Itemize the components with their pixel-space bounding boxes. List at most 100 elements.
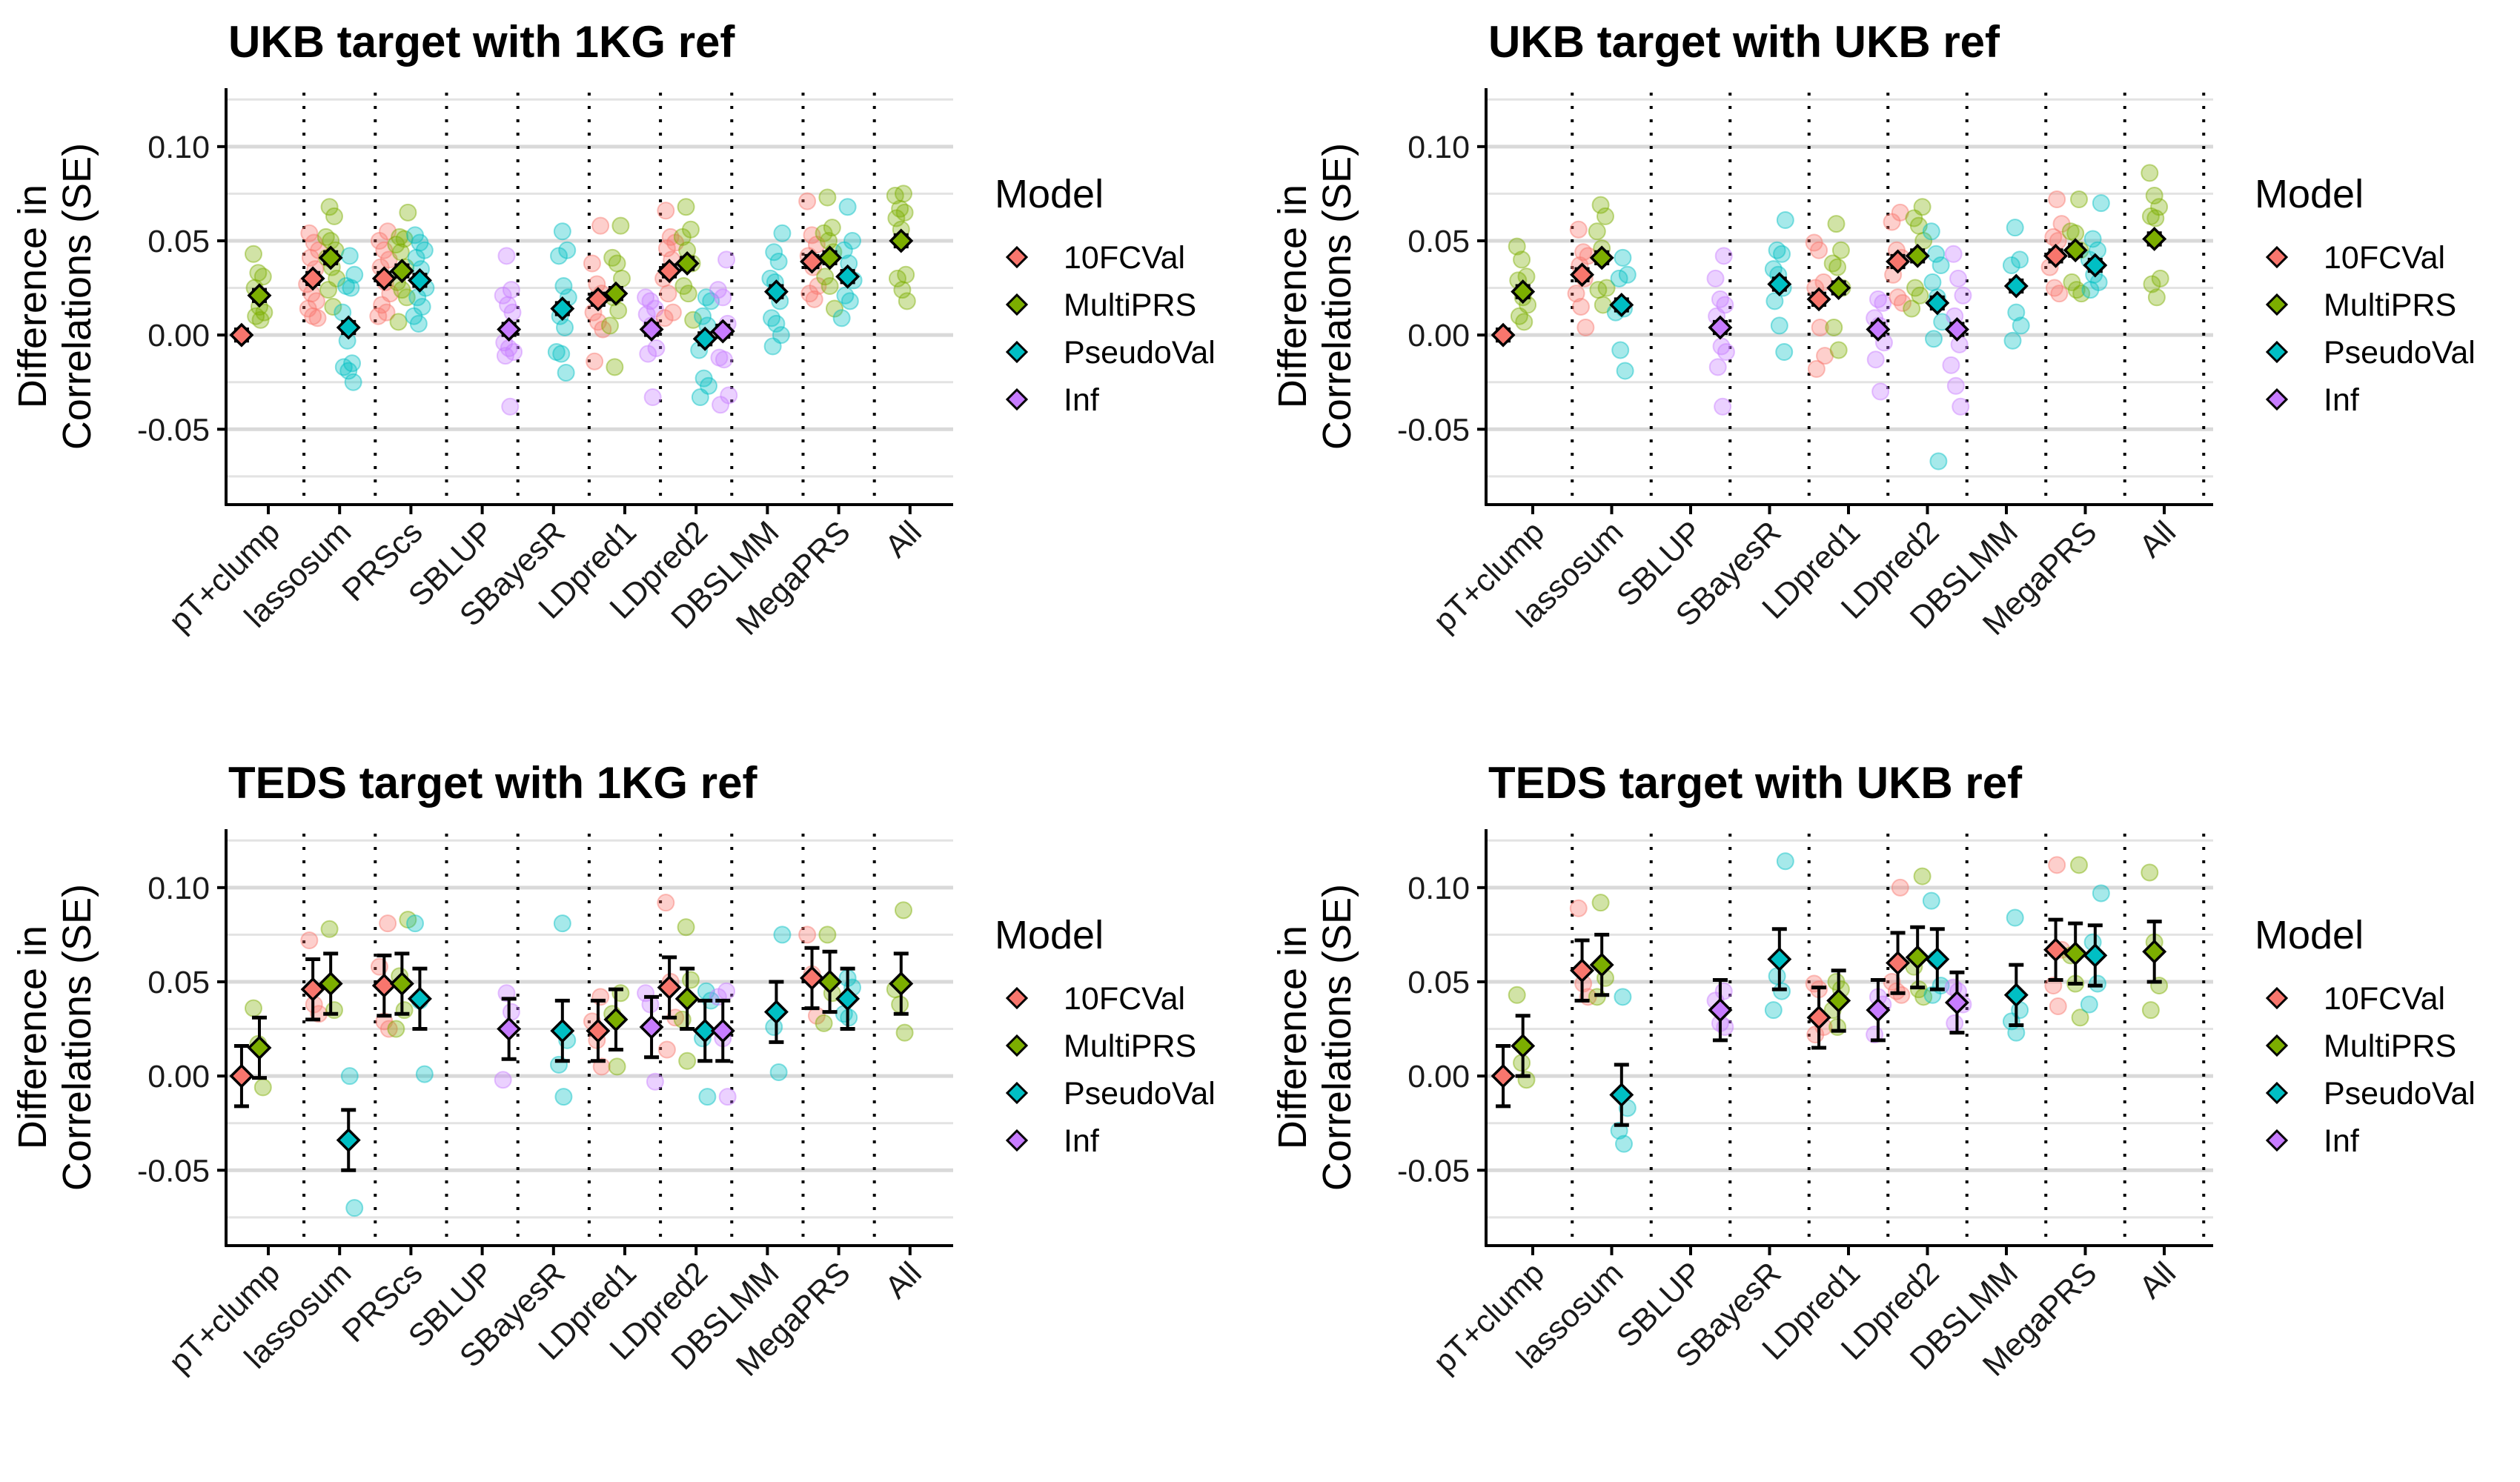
point-pseudoval — [409, 314, 428, 333]
legend-item-inf: Inf — [2265, 382, 2360, 418]
point-pseudoval — [2003, 331, 2022, 350]
legend-item-10fcval: 10FCVal — [1005, 240, 1185, 276]
point-multiprs — [2141, 863, 2159, 882]
point-10fcval — [583, 254, 601, 273]
diamond-10fcval — [371, 266, 397, 291]
y-axis-label-line2: Correlations (SE) — [1315, 884, 1359, 1191]
point-multiprs — [253, 1078, 272, 1097]
legend: Model 10FCVal MultiPRS PseudoVal Inf — [995, 913, 1216, 1159]
point-10fcval — [379, 914, 397, 933]
category-separators — [1571, 93, 2206, 505]
diamond-multiprs — [1511, 279, 1536, 305]
legend-label: PseudoVal — [2324, 1076, 2476, 1112]
point-pseudoval — [697, 288, 715, 307]
diamond-pseudoval — [2003, 273, 2029, 299]
panel-teds-target-with-ukb-ref: TEDS target with UKB ref -0.05 0.00 0.05 0.1… — [1270, 758, 2476, 1383]
point-multiprs — [815, 1014, 833, 1032]
point-10fcval — [1816, 347, 1834, 365]
point-multiprs — [1513, 250, 1531, 269]
point-multiprs — [399, 911, 417, 929]
point-10fcval — [375, 241, 394, 259]
diamond-10fcval — [657, 975, 682, 1000]
diamond-inf — [1944, 317, 1969, 342]
legend-item-multiprs: MultiPRS — [1005, 1029, 1196, 1064]
point-pseudoval — [1768, 241, 1786, 259]
point-multiprs — [2061, 222, 2080, 241]
point-pseudoval — [1775, 343, 1794, 362]
point-pseudoval — [550, 1055, 568, 1074]
point-pseudoval — [1764, 1001, 1783, 1020]
legend-label: Inf — [1064, 382, 1100, 418]
category-separators — [1571, 834, 2206, 1246]
point-10fcval — [369, 307, 388, 325]
point-10fcval — [300, 931, 319, 950]
y-tick-label: 0.00 — [147, 318, 210, 353]
point-multiprs — [2063, 273, 2081, 291]
point-multiprs — [818, 188, 837, 207]
legend-key-diamond — [1005, 986, 1029, 1010]
point-pseudoval — [2011, 250, 2029, 269]
legend-key-diamond — [2265, 1081, 2289, 1105]
point-pseudoval — [763, 337, 782, 356]
diamond-multiprs — [389, 971, 414, 996]
point-multiprs — [674, 277, 693, 296]
point-10fcval — [1571, 297, 1590, 316]
diamond-multiprs — [1905, 243, 1930, 268]
point-pseudoval — [1770, 316, 1788, 335]
y-axis-label-line1: Difference in — [1270, 926, 1315, 1149]
point-10fcval — [1806, 1026, 1825, 1044]
point-10fcval — [657, 202, 675, 220]
summary-markers — [1491, 226, 2167, 348]
point-multiprs — [1911, 286, 1929, 305]
diamond-pseudoval — [1609, 1083, 1634, 1108]
legend-key-diamond — [2265, 1129, 2289, 1152]
diamond-pseudoval — [336, 315, 361, 340]
point-10fcval — [1883, 972, 1901, 991]
diamond-inf — [1708, 315, 1733, 340]
y-axis-label-line1: Difference in — [1270, 185, 1315, 408]
legend-item-inf: Inf — [2265, 1123, 2360, 1159]
point-multiprs — [1903, 299, 1921, 318]
point-multiprs — [399, 203, 417, 222]
point-multiprs — [2147, 288, 2166, 307]
legend-item-pseudoval: PseudoVal — [2265, 335, 2476, 370]
diamond-multiprs — [247, 1035, 272, 1060]
point-10fcval — [1807, 359, 1826, 378]
legend-item-multiprs: MultiPRS — [2265, 1029, 2456, 1064]
diamond-pseudoval — [1925, 946, 1950, 971]
point-multiprs — [679, 285, 697, 303]
point-pseudoval — [1927, 245, 1946, 263]
point-pseudoval — [843, 231, 862, 250]
y-axis-label-line2: Correlations (SE) — [55, 143, 99, 450]
point-10fcval — [1891, 878, 1909, 897]
y-tick-label: 0.05 — [1407, 224, 1470, 259]
point-pseudoval — [1610, 269, 1628, 288]
point-10fcval — [798, 192, 817, 210]
point-multiprs — [887, 209, 906, 227]
point-10fcval — [379, 222, 397, 241]
point-multiprs — [2069, 856, 2088, 874]
category-separators — [302, 93, 876, 505]
point-multiprs — [2145, 186, 2163, 205]
point-multiprs — [825, 299, 843, 318]
point-pseudoval — [2006, 219, 2024, 237]
diamond-pseudoval — [1609, 292, 1634, 317]
legend-label: PseudoVal — [2324, 335, 2476, 370]
point-pseudoval — [2089, 273, 2108, 291]
diamond-inf — [710, 1018, 735, 1043]
legend-title: Model — [2255, 913, 2364, 957]
point-inf — [720, 386, 738, 405]
diamond-pseudoval — [763, 1000, 789, 1025]
diamond-10fcval — [586, 1018, 611, 1043]
point-10fcval — [379, 1020, 398, 1038]
point-10fcval — [2050, 285, 2069, 303]
point-pseudoval — [2002, 256, 2020, 275]
point-pseudoval — [1776, 211, 1794, 230]
panel-teds-target-with-1kg-ref: TEDS target with 1KG ref -0.05 0.00 0.05 0.1… — [10, 758, 1216, 1383]
y-tick-label: 0.05 — [147, 224, 210, 259]
diamond-10fcval — [371, 973, 397, 998]
category-separators — [302, 834, 876, 1246]
diamond-multiprs — [889, 228, 914, 253]
point-10fcval — [2048, 856, 2066, 874]
point-10fcval — [1569, 899, 1588, 917]
